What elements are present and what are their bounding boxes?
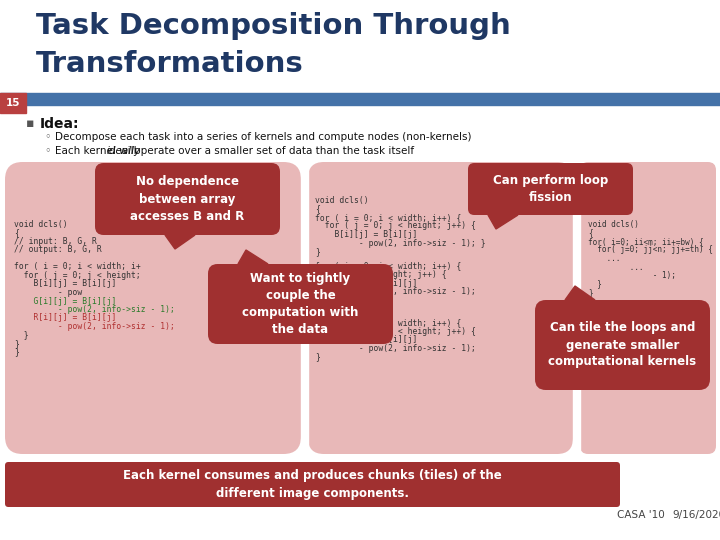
Text: }: } xyxy=(315,353,320,361)
Text: Want to tightly
couple the
computation with
the data: Want to tightly couple the computation w… xyxy=(243,272,359,336)
Polygon shape xyxy=(488,215,518,229)
Text: ◦: ◦ xyxy=(44,146,50,156)
Text: }: } xyxy=(315,304,320,313)
Text: operate over a smaller set of data than the task itself: operate over a smaller set of data than … xyxy=(131,146,414,156)
Text: Idea:: Idea: xyxy=(40,117,79,131)
Bar xyxy=(0,93,720,105)
Text: Each kernel consumes and produces chunks (tiles) of the
different image componen: Each kernel consumes and produces chunks… xyxy=(123,469,502,500)
Text: No dependence
between array
accesses B and R: No dependence between array accesses B a… xyxy=(130,176,245,222)
Text: CASA '10: CASA '10 xyxy=(617,510,665,520)
Text: ...: ... xyxy=(588,254,621,263)
Text: for ( j = 0; j < height; j++) {: for ( j = 0; j < height; j++) { xyxy=(315,221,476,231)
Text: for ( j = 0; j < height; j++) {: for ( j = 0; j < height; j++) { xyxy=(315,327,476,336)
Bar xyxy=(0,93,26,113)
Text: }: } xyxy=(14,339,19,348)
Text: 15: 15 xyxy=(6,98,20,108)
Text: - 1);: - 1); xyxy=(588,271,676,280)
Text: - pow(2, info->siz - 1);: - pow(2, info->siz - 1); xyxy=(14,305,175,314)
FancyBboxPatch shape xyxy=(5,162,301,454)
FancyBboxPatch shape xyxy=(95,163,280,235)
FancyBboxPatch shape xyxy=(535,300,710,390)
Text: Decompose each task into a series of kernels and compute nodes (non-kernels): Decompose each task into a series of ker… xyxy=(55,132,472,142)
FancyBboxPatch shape xyxy=(208,264,393,344)
Text: B[i][j] = B[i][j]: B[i][j] = B[i][j] xyxy=(14,280,117,288)
Text: - pow(2, info->siz - 1);: - pow(2, info->siz - 1); xyxy=(315,287,476,296)
Text: // input: B, G, R: // input: B, G, R xyxy=(14,237,97,246)
Text: {: { xyxy=(14,228,19,238)
Text: }: } xyxy=(588,314,593,322)
Text: Can perform loop
fission: Can perform loop fission xyxy=(493,174,608,204)
Text: 9/16/2020: 9/16/2020 xyxy=(672,510,720,520)
Text: }: } xyxy=(588,288,593,297)
Text: ...: ... xyxy=(588,305,602,314)
Text: R[i][j] = B[i][j]: R[i][j] = B[i][j] xyxy=(14,314,117,322)
Text: ...: ... xyxy=(588,262,644,272)
Text: Transformations: Transformations xyxy=(36,50,304,78)
Text: ▪: ▪ xyxy=(26,117,35,130)
Text: void dcls(): void dcls() xyxy=(315,196,369,205)
Text: void dcls(): void dcls() xyxy=(14,220,68,229)
Text: Each kernel will: Each kernel will xyxy=(55,146,140,156)
Polygon shape xyxy=(238,250,268,264)
FancyBboxPatch shape xyxy=(580,162,716,454)
Text: - pow(2, info->siz - 1);: - pow(2, info->siz - 1); xyxy=(14,322,175,331)
Text: // output: B, G, R: // output: B, G, R xyxy=(14,246,102,254)
FancyBboxPatch shape xyxy=(468,163,633,215)
Text: - pow(2, info->siz - 1);: - pow(2, info->siz - 1); xyxy=(315,344,476,353)
Polygon shape xyxy=(165,235,195,249)
Text: ....: .... xyxy=(588,296,606,306)
Text: B[i][j] = B[i][j]: B[i][j] = B[i][j] xyxy=(315,230,418,239)
Bar xyxy=(573,162,580,454)
Text: - pow: - pow xyxy=(14,288,82,297)
Text: j = 0; j < height; j++) {: j = 0; j < height; j++) { xyxy=(315,270,446,279)
Text: {: { xyxy=(315,205,320,213)
Text: {: { xyxy=(588,228,593,238)
Text: }: } xyxy=(588,280,602,288)
Text: }: } xyxy=(315,295,330,305)
Text: for ( i = 0; i < width; i++) {: for ( i = 0; i < width; i++) { xyxy=(315,213,462,222)
FancyBboxPatch shape xyxy=(5,462,620,507)
Text: for ( i = 0; i < width; i++) {: for ( i = 0; i < width; i++) { xyxy=(315,261,462,271)
Text: for ( i = 0; i < width; i+: for ( i = 0; i < width; i+ xyxy=(14,262,140,272)
Text: - pow(2, info->siz - 1); }: - pow(2, info->siz - 1); } xyxy=(315,239,485,247)
Text: G[i][j] = B[i][j]: G[i][j] = B[i][j] xyxy=(14,296,117,306)
Bar xyxy=(301,162,308,454)
Text: Task Decomposition Through: Task Decomposition Through xyxy=(36,12,510,40)
Text: ideally: ideally xyxy=(107,146,141,156)
Text: G[i][j] = B[i][j]: G[i][j] = B[i][j] xyxy=(315,279,418,287)
Text: R[i][j] = B[i][j]: R[i][j] = B[i][j] xyxy=(315,335,418,345)
Text: ◦: ◦ xyxy=(44,132,50,142)
Text: for( i=0; ii<m; ii+=bw) {: for( i=0; ii<m; ii+=bw) { xyxy=(588,237,703,246)
Text: void dcls(): void dcls() xyxy=(588,220,639,229)
FancyBboxPatch shape xyxy=(308,162,573,454)
Text: Can tile the loops and
generate smaller
computational kernels: Can tile the loops and generate smaller … xyxy=(549,321,696,368)
Text: }: } xyxy=(14,348,19,356)
Text: for( j=0; jj<n; jj+=th) {: for( j=0; jj<n; jj+=th) { xyxy=(588,246,713,254)
Polygon shape xyxy=(565,286,595,300)
Text: }: } xyxy=(315,247,320,256)
Text: for ( j = 0; j < height;: for ( j = 0; j < height; xyxy=(14,271,140,280)
Text: for ( i = 0; i < width; i++) {: for ( i = 0; i < width; i++) { xyxy=(315,319,462,327)
Text: }: } xyxy=(14,330,29,340)
